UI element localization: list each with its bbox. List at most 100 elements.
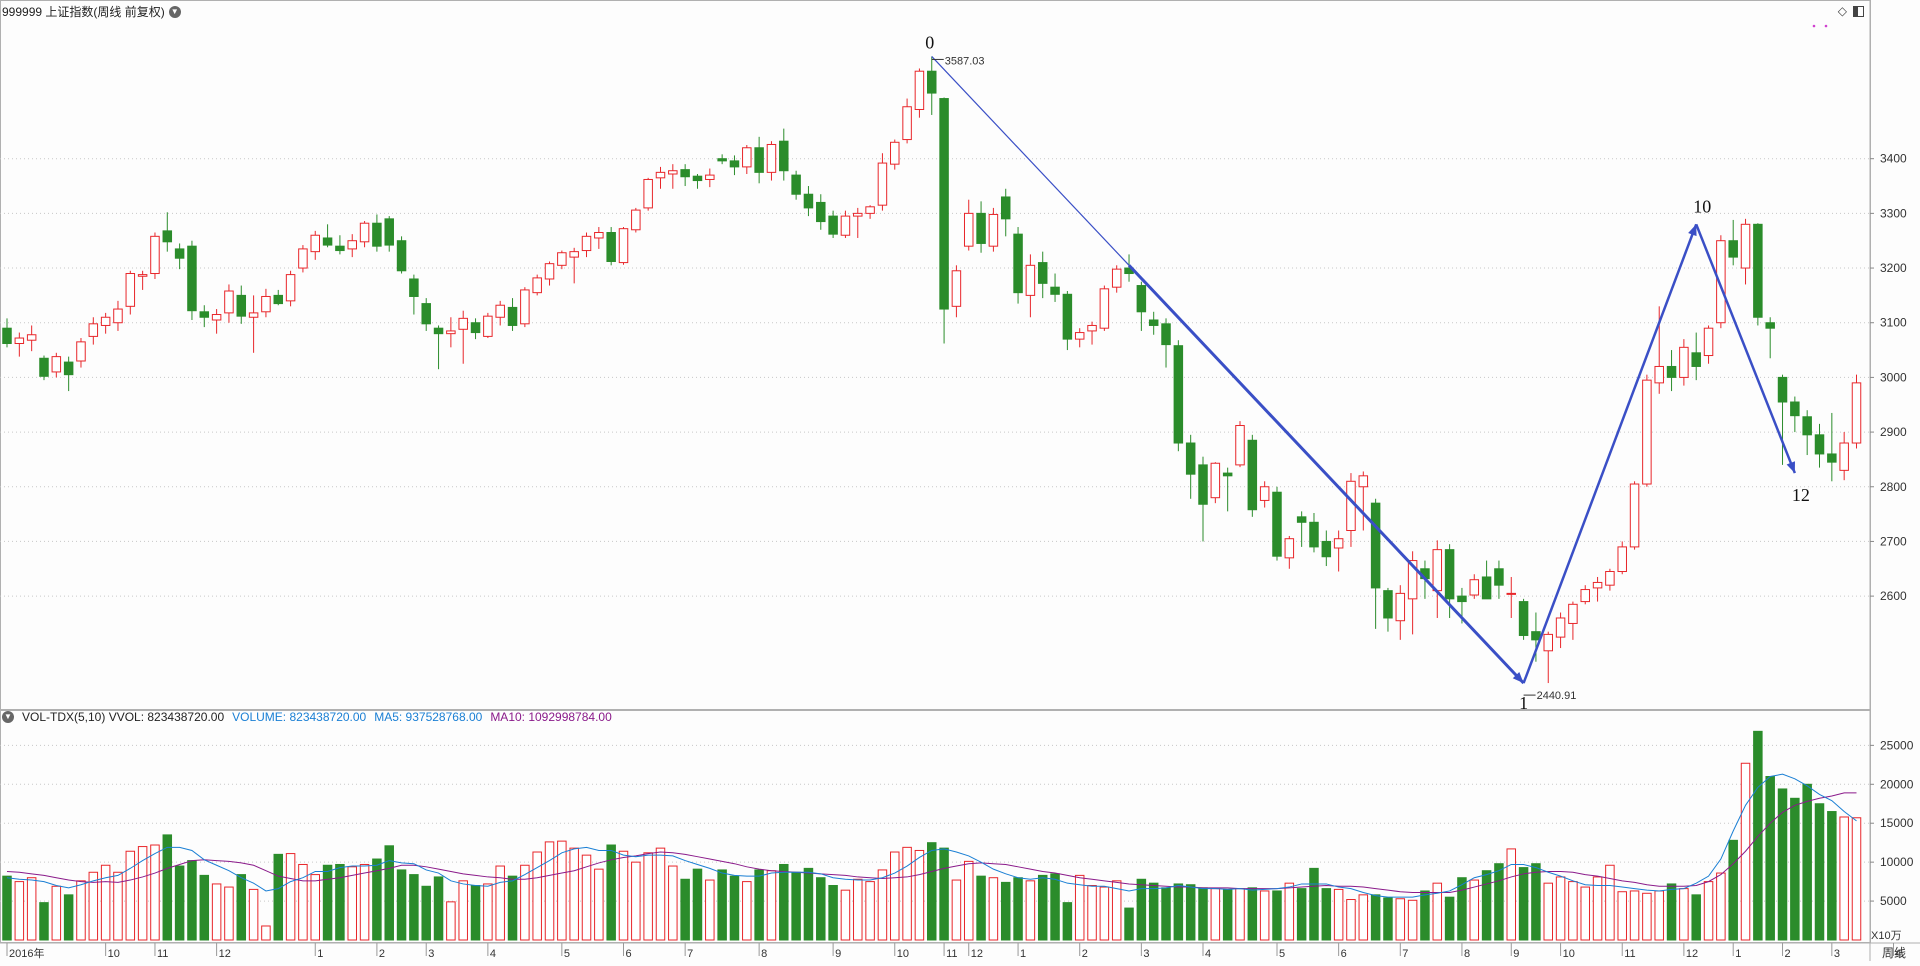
volume-bar-up bbox=[890, 851, 900, 941]
price-panel-frame bbox=[0, 0, 1871, 710]
candle-up bbox=[1740, 223, 1751, 269]
volume-bar-down bbox=[1062, 902, 1073, 941]
chevron-down-icon[interactable]: ▼ bbox=[168, 5, 181, 18]
volume-bar-down bbox=[1444, 896, 1455, 941]
candle-up bbox=[569, 251, 579, 258]
month-label: 9 bbox=[835, 948, 841, 960]
volume-bar-up bbox=[705, 879, 715, 941]
volume-bar-up bbox=[853, 878, 863, 941]
candle-down bbox=[1173, 345, 1184, 444]
candle-up bbox=[742, 147, 752, 168]
volume-bar-down bbox=[1185, 884, 1196, 941]
volume-bar-down bbox=[680, 878, 690, 941]
month-label: 11 bbox=[946, 948, 957, 960]
diamond-icon[interactable]: ◇ bbox=[1837, 4, 1847, 18]
candle-up bbox=[618, 228, 629, 264]
volume-bar-up bbox=[359, 863, 370, 941]
high-price-annotation: 3587.03 bbox=[945, 55, 985, 67]
candle-down bbox=[322, 237, 333, 246]
volume-bar-up bbox=[1642, 892, 1652, 941]
volume-bar-up bbox=[1395, 898, 1406, 941]
candle-up bbox=[532, 277, 542, 294]
month-label: 12 bbox=[971, 948, 983, 960]
wave-arrowhead bbox=[1688, 224, 1697, 237]
volume-bar-down bbox=[1531, 863, 1541, 941]
volume-bar-up bbox=[963, 860, 974, 941]
wave-label-12: 12 bbox=[1792, 485, 1810, 505]
price-tick-label: 2900 bbox=[1880, 425, 1907, 439]
volume-bar-up bbox=[14, 881, 25, 941]
candle-down bbox=[1790, 401, 1800, 417]
volume-bar-up bbox=[655, 847, 666, 941]
candle-down bbox=[1728, 240, 1738, 258]
volume-bar-up bbox=[581, 854, 592, 941]
month-label: 11 bbox=[1624, 948, 1635, 960]
candle-up bbox=[137, 274, 148, 277]
month-axis: 2016年 10 11 12 1 2 3 4 5 6 7 8 9 10 11 12 1 2 3 4 5 6 7 8 9 10 11 1… bbox=[6, 943, 1902, 960]
month-label: 3 bbox=[1834, 948, 1840, 960]
candle-down bbox=[791, 174, 801, 195]
volume-bar-up bbox=[557, 840, 567, 941]
candle-up bbox=[668, 170, 678, 175]
volume-bar-up bbox=[766, 870, 777, 941]
candle-down bbox=[1457, 595, 1467, 603]
volume-bar-down bbox=[976, 875, 986, 941]
candle-down bbox=[433, 327, 444, 335]
candle-up bbox=[483, 315, 493, 337]
ma5-label: MA5: 937528768.00 bbox=[374, 710, 483, 724]
candle-up bbox=[877, 162, 888, 206]
candle-up bbox=[51, 356, 62, 373]
candle-down bbox=[1531, 631, 1541, 641]
volume-bar-up bbox=[248, 888, 259, 941]
candle-down bbox=[372, 222, 382, 247]
candle-up bbox=[853, 212, 863, 217]
volume-tick-label: 20000 bbox=[1880, 777, 1914, 791]
candle-down bbox=[1765, 322, 1775, 329]
candle-down bbox=[162, 230, 173, 243]
candle-down bbox=[717, 158, 727, 162]
window-layout-icon[interactable] bbox=[1853, 5, 1864, 17]
volume-bar-down bbox=[1777, 788, 1788, 941]
volume-bar-up bbox=[1580, 886, 1590, 941]
candle-down bbox=[1383, 590, 1393, 619]
volume-bar-down bbox=[2, 875, 12, 941]
volume-bar-down bbox=[1148, 882, 1159, 941]
chevron-down-icon[interactable]: ▼ bbox=[2, 711, 14, 723]
candle-down bbox=[1494, 568, 1504, 586]
volume-bar-down bbox=[470, 885, 481, 941]
volume-bar-up bbox=[1839, 816, 1849, 941]
volume-bar-down bbox=[1481, 870, 1492, 941]
month-label: 4 bbox=[1205, 948, 1211, 960]
volume-bar-up bbox=[100, 864, 111, 941]
volume-bar-down bbox=[1728, 839, 1738, 941]
month-label: 2016年 bbox=[9, 946, 44, 960]
candle-up bbox=[1099, 288, 1110, 329]
candle-up bbox=[1333, 538, 1344, 549]
volume-bar-up bbox=[914, 849, 925, 941]
volume-tick-label: 5000 bbox=[1880, 894, 1907, 908]
month-label: 5 bbox=[564, 948, 570, 960]
candle-down bbox=[187, 245, 197, 312]
volume-bar-down bbox=[779, 863, 789, 941]
price-tick-label: 3200 bbox=[1880, 261, 1907, 275]
candle-down bbox=[1827, 453, 1837, 463]
volume-bar-down bbox=[162, 834, 173, 941]
candle-up bbox=[1358, 475, 1369, 488]
month-label: 1 bbox=[1735, 948, 1741, 960]
volume-bar-down bbox=[1037, 874, 1048, 941]
candle-down bbox=[174, 248, 185, 259]
volume-bar-down bbox=[1790, 797, 1800, 941]
volume-bar-down bbox=[791, 871, 801, 941]
volume-bar-up bbox=[618, 850, 629, 941]
volume-bar-down bbox=[1457, 877, 1467, 941]
volume-bar-down bbox=[927, 842, 937, 941]
volume-bar-up bbox=[569, 847, 579, 941]
candle-down bbox=[1321, 540, 1332, 558]
volume-bar-down bbox=[1222, 888, 1233, 941]
volume-bar-down bbox=[236, 874, 247, 941]
candle-down bbox=[1247, 439, 1258, 511]
candle-up bbox=[914, 70, 925, 110]
candle-up bbox=[1235, 425, 1245, 466]
volume-bar-down bbox=[1765, 776, 1775, 941]
month-label: 10 bbox=[897, 948, 909, 960]
